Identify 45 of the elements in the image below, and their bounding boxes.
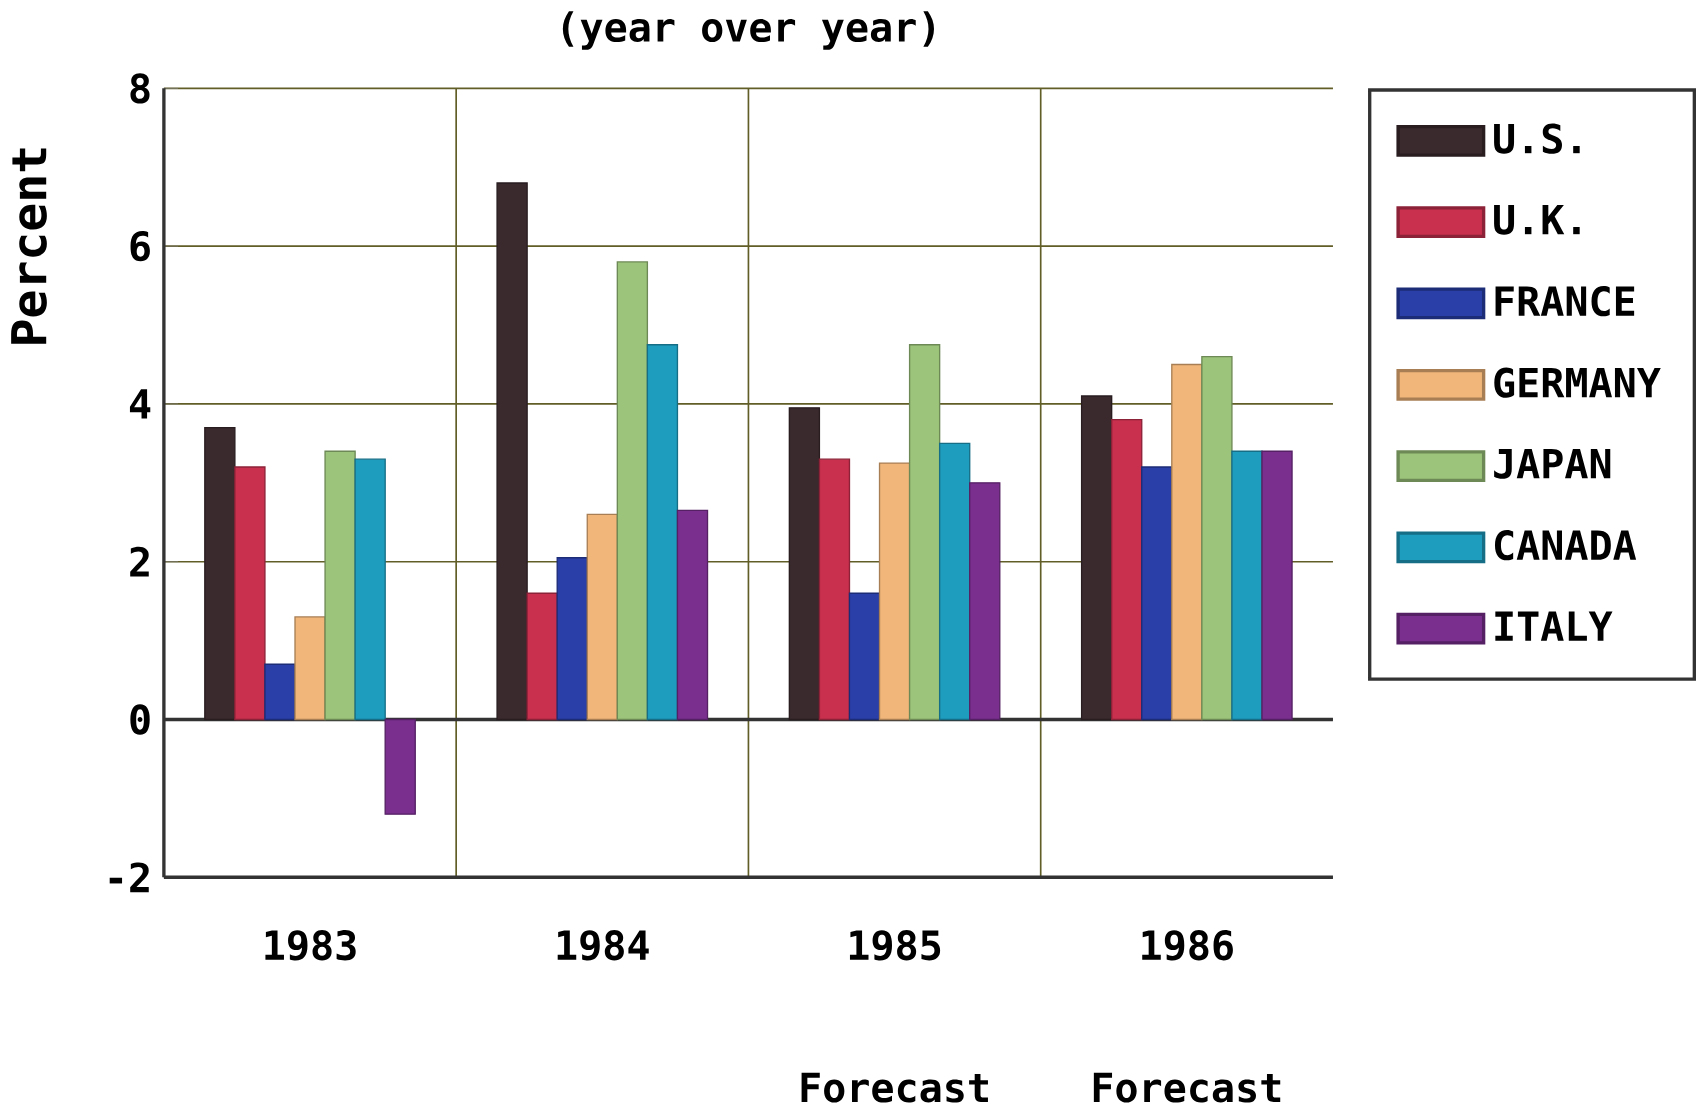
bar (354, 458, 386, 721)
y-tick-label: -2 (109, 862, 149, 893)
y-tick-label: 4 (129, 389, 151, 419)
bar (938, 442, 971, 721)
bar (878, 462, 911, 721)
legend-label: U.S. (1494, 123, 1580, 154)
bar (646, 344, 679, 721)
bar (1171, 363, 1203, 721)
bar (848, 592, 881, 721)
text: Forecast (1093, 1072, 1281, 1103)
y-tick-label: 6 (130, 231, 150, 262)
bar (556, 557, 588, 721)
bar (1261, 450, 1293, 721)
bar (324, 450, 356, 721)
bar (908, 344, 941, 721)
bar (1111, 419, 1143, 721)
y-tick-label: 8 (130, 73, 150, 104)
legend-label: FRANCE (1495, 286, 1635, 317)
legend-label: JAPAN (1494, 449, 1611, 479)
bar (234, 466, 266, 721)
y-tick-label: 2 (130, 546, 149, 577)
chart-title: (year over year) (562, 11, 934, 50)
bar (294, 616, 326, 721)
y-axis-title: Percent (11, 148, 47, 344)
bar (1201, 356, 1233, 721)
bar (969, 482, 1001, 721)
bar (384, 718, 416, 815)
bar (1141, 466, 1173, 721)
bar (1231, 450, 1263, 721)
x-tick-label: 1984 (557, 930, 649, 961)
bar (586, 513, 618, 721)
x-tick-label: 1985 (849, 930, 941, 961)
y-tick-label: 0 (130, 704, 150, 735)
legend-label: CANADA (1494, 530, 1637, 561)
x-tick-label: 1986 (1142, 930, 1233, 961)
text: Forecast (801, 1072, 988, 1103)
bar (616, 261, 649, 721)
x-tick-label: 1983 (265, 930, 356, 961)
legend-label: ITALY (1495, 611, 1613, 641)
bar (264, 663, 296, 721)
legend-label: GERMANY (1494, 367, 1661, 398)
legend-label: U.K. (1494, 205, 1580, 235)
bar (526, 592, 558, 721)
bar (818, 458, 851, 721)
bar (676, 509, 709, 721)
